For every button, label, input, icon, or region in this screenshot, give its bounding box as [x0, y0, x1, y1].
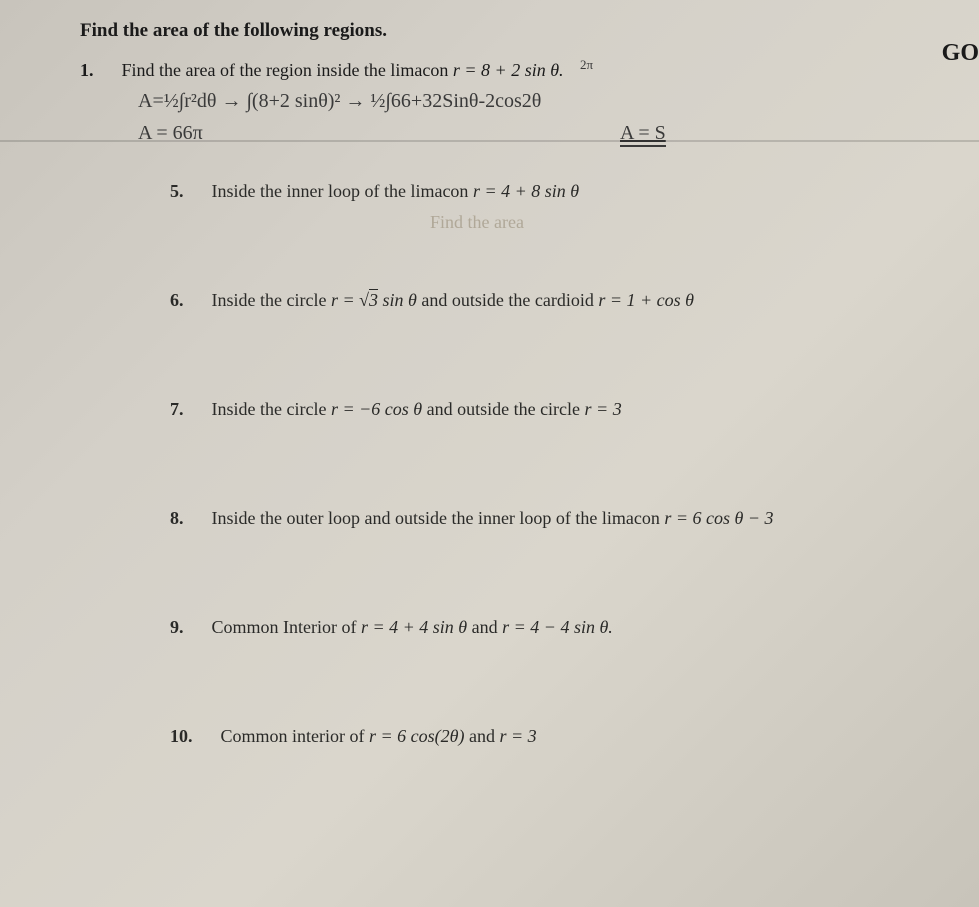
problem-8-line: 8. Inside the outer loop and outside the…	[170, 508, 899, 529]
handwriting-answer: A = S	[620, 122, 666, 147]
problem-1-line: 1. Find the area of the region inside th…	[80, 60, 899, 81]
problem-9-text: Common Interior of r = 4 + 4 sin θ and r…	[212, 617, 613, 638]
problem-7-math-b: r = 3	[585, 399, 622, 419]
problem-7-line: 7. Inside the circle r = −6 cos θ and ou…	[170, 399, 899, 420]
paper-crease-line	[0, 140, 979, 142]
problem-9-line: 9. Common Interior of r = 4 + 4 sin θ an…	[170, 617, 899, 638]
problem-1-number: 1.	[80, 60, 94, 81]
problem-8: 8. Inside the outer loop and outside the…	[170, 508, 899, 529]
problem-1-text-a: Find the area of the region inside the l…	[122, 60, 453, 80]
problem-7-text-a: Inside the circle	[212, 399, 331, 419]
problem-1-math: r = 8 + 2 sin θ.	[453, 60, 564, 80]
problem-6-text: Inside the circle r = √3 sin θ and outsi…	[212, 290, 694, 311]
problem-5-line: 5. Inside the inner loop of the limacon …	[170, 181, 899, 202]
fraction-annotation: 2π	[580, 57, 593, 73]
problem-10-math-b: r = 3	[499, 726, 536, 746]
problem-6-math-b: r = 1 + cos θ	[598, 290, 694, 310]
problem-9-text-a: Common Interior of	[212, 617, 361, 637]
problem-6-math-a: r = √3 sin θ	[331, 290, 417, 310]
problem-9-number: 9.	[170, 617, 184, 638]
problem-9-math-b: r = 4 − 4 sin θ.	[502, 617, 613, 637]
problem-6-text-a: Inside the circle	[212, 290, 331, 310]
problem-9-math-a: r = 4 + 4 sin θ	[361, 617, 467, 637]
problem-9: 9. Common Interior of r = 4 + 4 sin θ an…	[170, 617, 899, 638]
problem-5-number: 5.	[170, 181, 184, 202]
problem-9-text-b: and	[467, 617, 502, 637]
problem-5: 5. Inside the inner loop of the limacon …	[170, 181, 899, 202]
faded-handwriting: Find the area	[430, 212, 524, 233]
problem-7: 7. Inside the circle r = −6 cos θ and ou…	[170, 399, 899, 420]
problem-6: 6. Inside the circle r = √3 sin θ and ou…	[170, 290, 899, 311]
problem-8-math: r = 6 cos θ − 3	[664, 508, 773, 528]
problem-6-text-b: and outside the cardioid	[417, 290, 598, 310]
page-header: Find the area of the following regions.	[80, 20, 899, 42]
problem-10-number: 10.	[170, 726, 193, 747]
problem-10-text-a: Common interior of	[221, 726, 369, 746]
problem-7-text-b: and outside the circle	[422, 399, 584, 419]
problem-10-text: Common interior of r = 6 cos(2θ) and r =…	[221, 726, 537, 747]
problem-8-text-a: Inside the outer loop and outside the in…	[212, 508, 665, 528]
problem-5-math: r = 4 + 8 sin θ	[473, 181, 579, 201]
problem-1-text: Find the area of the region inside the l…	[122, 60, 564, 81]
problem-10: 10. Common interior of r = 6 cos(2θ) and…	[170, 726, 899, 747]
problem-8-text: Inside the outer loop and outside the in…	[212, 508, 774, 529]
handwriting-line-1: A=½∫r²dθ → ∫(8+2 sinθ)² → ½∫66+32Sinθ-2c…	[138, 90, 938, 113]
problem-6-number: 6.	[170, 290, 184, 311]
problem-6-line: 6. Inside the circle r = √3 sin θ and ou…	[170, 290, 899, 311]
problem-7-number: 7.	[170, 399, 184, 420]
problem-5-text: Inside the inner loop of the limacon r =…	[212, 181, 580, 202]
problem-7-math-a: r = −6 cos θ	[331, 399, 422, 419]
problem-10-text-b: and	[464, 726, 499, 746]
problem-7-text: Inside the circle r = −6 cos θ and outsi…	[212, 399, 622, 420]
problem-5-text-a: Inside the inner loop of the limacon	[212, 181, 473, 201]
worksheet-paper: GO Find the area of the following region…	[0, 0, 979, 907]
problem-10-math-a: r = 6 cos(2θ)	[369, 726, 464, 746]
problem-8-number: 8.	[170, 508, 184, 529]
problem-10-line: 10. Common interior of r = 6 cos(2θ) and…	[170, 726, 899, 747]
right-edge-text: GO	[942, 40, 979, 67]
problem-1: 1. Find the area of the region inside th…	[80, 60, 899, 81]
